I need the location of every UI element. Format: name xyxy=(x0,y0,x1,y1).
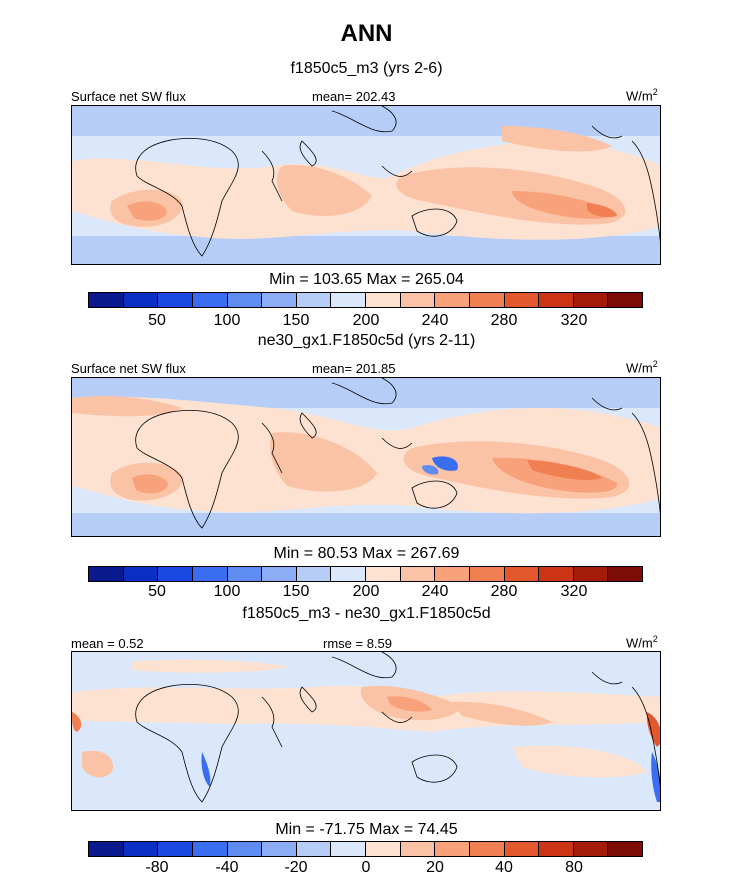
colorbar-swatch xyxy=(539,567,574,581)
colorbar-swatch xyxy=(262,842,297,856)
colorbar-swatch xyxy=(435,567,470,581)
colorbar-swatch xyxy=(158,567,193,581)
panel-2-tick: 240 xyxy=(421,583,449,600)
panel-2-tick: 150 xyxy=(282,583,310,600)
colorbar-swatch xyxy=(400,842,436,856)
panel-2-tick: 280 xyxy=(490,583,518,600)
panel-3-colorbar xyxy=(88,841,643,857)
panel-2-tick: 200 xyxy=(352,583,380,600)
colorbar-swatch xyxy=(192,567,228,581)
colorbar-swatch xyxy=(400,293,436,307)
panel-3-ticks: -80 -40 -20 0 20 40 80 xyxy=(0,859,733,881)
colorbar-swatch xyxy=(192,842,228,856)
colorbar-swatch xyxy=(504,293,540,307)
colorbar-swatch xyxy=(539,293,574,307)
panel-3-map xyxy=(71,651,661,811)
panel-3-tick: -80 xyxy=(145,859,169,876)
colorbar-swatch xyxy=(123,567,159,581)
panel-3-mean-label: mean = 0.52 xyxy=(71,636,144,651)
panel-1-tick: 50 xyxy=(148,312,166,329)
panel-2-tick: 320 xyxy=(560,583,588,600)
panel-3-tick: -20 xyxy=(284,859,308,876)
colorbar-swatch xyxy=(504,567,540,581)
colorbar-swatch xyxy=(296,567,332,581)
panel-1-tick: 320 xyxy=(560,312,588,329)
panel-3-subtitle: f1850c5_m3 - ne30_gx1.F1850c5d xyxy=(242,605,491,622)
panel-3-tick: 80 xyxy=(565,859,583,876)
colorbar-swatch xyxy=(262,293,297,307)
panel-1-tick: 200 xyxy=(352,312,380,329)
colorbar-swatch xyxy=(608,567,642,581)
panel-3-tick: 40 xyxy=(495,859,513,876)
colorbar-swatch xyxy=(573,842,609,856)
panel-1-map xyxy=(71,105,661,265)
colorbar-swatch xyxy=(123,293,159,307)
panel-3-minmax: Min = -71.75 Max = 74.45 xyxy=(275,821,458,838)
panel-3-tick: 20 xyxy=(426,859,444,876)
panel-1-units: W/m2 xyxy=(626,87,658,104)
colorbar-swatch xyxy=(123,842,159,856)
colorbar-swatch xyxy=(296,293,332,307)
panel-3-tick: 0 xyxy=(361,859,371,876)
panel-1-mean-label: mean= 202.43 xyxy=(312,89,396,104)
panel-3-rmse-label: rmse = 8.59 xyxy=(323,636,393,651)
figure-title: ANN xyxy=(340,20,393,47)
colorbar-swatch xyxy=(227,567,263,581)
panel-2-units: W/m2 xyxy=(626,359,658,376)
panel-2-minmax: Min = 80.53 Max = 267.69 xyxy=(273,545,460,562)
panel-2-mean-label: mean= 201.85 xyxy=(312,361,396,376)
colorbar-swatch xyxy=(89,842,124,856)
panel-1-tick: 280 xyxy=(490,312,518,329)
colorbar-swatch xyxy=(469,842,505,856)
colorbar-swatch xyxy=(469,293,505,307)
panel-1-ticks: 50 100 150 200 240 280 320 xyxy=(0,312,733,334)
panel-2-tick: 100 xyxy=(213,583,241,600)
panel-1-subtitle: f1850c5_m3 (yrs 2-6) xyxy=(290,60,443,77)
colorbar-swatch xyxy=(227,842,263,856)
panel-2-tick: 50 xyxy=(148,583,166,600)
colorbar-swatch xyxy=(227,293,263,307)
colorbar-swatch xyxy=(158,842,193,856)
colorbar-swatch xyxy=(331,293,366,307)
panel-1-tick: 150 xyxy=(282,312,310,329)
colorbar-swatch xyxy=(366,842,401,856)
colorbar-swatch xyxy=(89,293,124,307)
panel-3-units: W/m2 xyxy=(626,634,658,651)
colorbar-swatch xyxy=(400,567,436,581)
colorbar-swatch xyxy=(435,842,470,856)
colorbar-swatch xyxy=(366,567,401,581)
colorbar-swatch xyxy=(192,293,228,307)
panel-2-colorbar xyxy=(88,566,643,582)
panel-1-tick: 100 xyxy=(213,312,241,329)
panel-1-tick: 240 xyxy=(421,312,449,329)
colorbar-swatch xyxy=(158,293,193,307)
colorbar-swatch xyxy=(573,293,609,307)
colorbar-swatch xyxy=(573,567,609,581)
panel-2-map xyxy=(71,377,661,537)
colorbar-swatch xyxy=(331,842,366,856)
panel-1-minmax: Min = 103.65 Max = 265.04 xyxy=(269,271,464,288)
panel-3-tick: -40 xyxy=(215,859,239,876)
colorbar-swatch xyxy=(296,842,332,856)
panel-1-left-label: Surface net SW flux xyxy=(71,89,186,104)
colorbar-swatch xyxy=(331,567,366,581)
colorbar-swatch xyxy=(89,567,124,581)
colorbar-swatch xyxy=(469,567,505,581)
panel-2-subtitle: ne30_gx1.F1850c5d (yrs 2-11) xyxy=(257,332,476,349)
colorbar-swatch xyxy=(539,842,574,856)
panel-2-left-label: Surface net SW flux xyxy=(71,361,186,376)
panel-2-ticks: 50 100 150 200 240 280 320 xyxy=(0,583,733,605)
colorbar-swatch xyxy=(504,842,540,856)
colorbar-swatch xyxy=(366,293,401,307)
colorbar-swatch xyxy=(262,567,297,581)
colorbar-swatch xyxy=(608,842,642,856)
panel-1-colorbar xyxy=(88,292,643,308)
colorbar-swatch xyxy=(435,293,470,307)
colorbar-swatch xyxy=(608,293,642,307)
